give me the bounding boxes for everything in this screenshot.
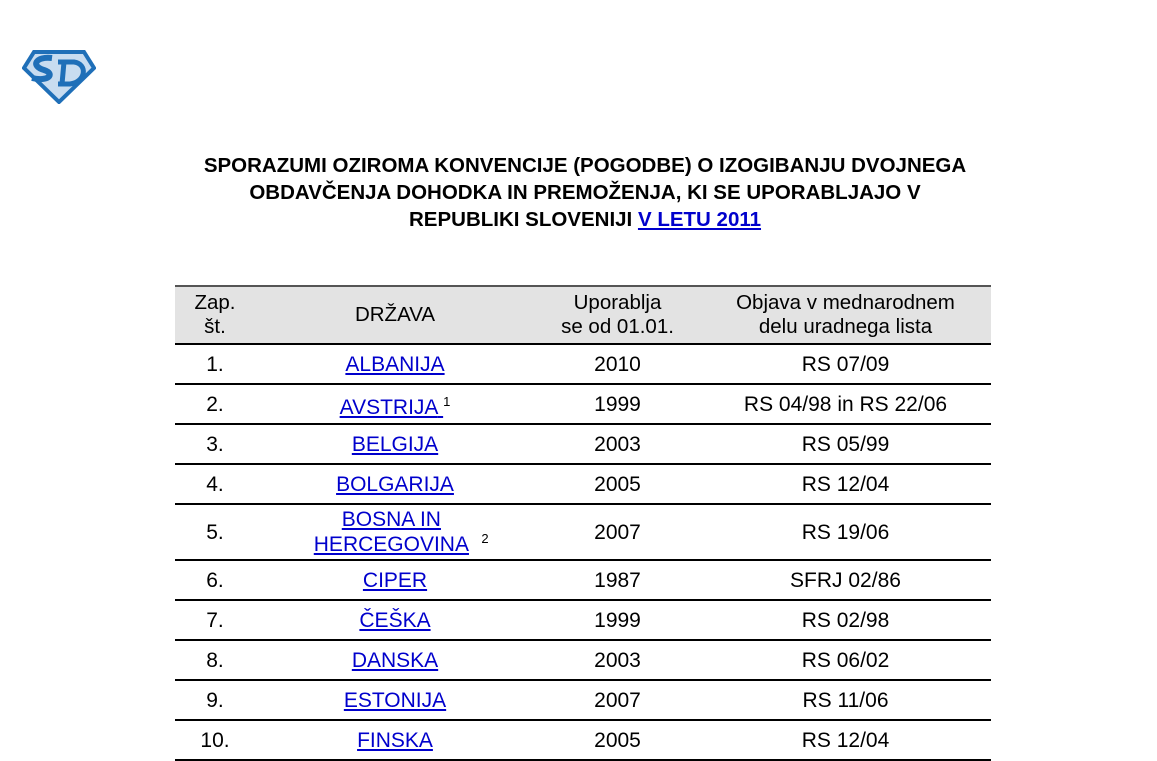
row-country: BOLGARIJA bbox=[255, 464, 535, 505]
header-publication: Objava v mednarodnem delu uradnega lista bbox=[700, 285, 991, 345]
row-num: 3. bbox=[175, 424, 255, 465]
table-row: 2. AVSTRIJA 1 1999 RS 04/98 in RS 22/06 bbox=[175, 384, 991, 425]
row-num: 2. bbox=[175, 384, 255, 425]
country-link[interactable]: ESTONIJA bbox=[343, 688, 447, 712]
title-line-1: SPORAZUMI OZIROMA KONVENCIJE (POGODBE) O… bbox=[203, 154, 967, 177]
row-year: 1999 bbox=[535, 600, 700, 641]
treaty-table: Zap. št. DRŽAVA Uporablja se od 01.01. Obj… bbox=[175, 285, 991, 761]
row-country: BOSNA IN HERCEGOVINA 2 bbox=[255, 504, 535, 561]
row-num: 4. bbox=[175, 464, 255, 505]
row-year: 2010 bbox=[535, 344, 700, 385]
row-publication: RS 11/06 bbox=[700, 680, 991, 721]
row-publication: RS 02/98 bbox=[700, 600, 991, 641]
table-row: 9. ESTONIJA 2007 RS 11/06 bbox=[175, 680, 991, 721]
country-link[interactable]: CIPER bbox=[362, 568, 428, 592]
row-publication: RS 12/04 bbox=[700, 720, 991, 761]
row-year: 2003 bbox=[535, 424, 700, 465]
row-country: FINSKA bbox=[255, 720, 535, 761]
row-num: 10. bbox=[175, 720, 255, 761]
row-year: 1999 bbox=[535, 384, 700, 425]
row-publication: RS 04/98 in RS 22/06 bbox=[700, 384, 991, 425]
table-row: 8. DANSKA 2003 RS 06/02 bbox=[175, 640, 991, 681]
country-link[interactable]: AVSTRIJA bbox=[339, 395, 438, 419]
row-country: ČEŠKA bbox=[255, 600, 535, 641]
row-publication: RS 12/04 bbox=[700, 464, 991, 505]
table-row: 10. FINSKA 2005 RS 12/04 bbox=[175, 720, 991, 761]
row-year: 2005 bbox=[535, 720, 700, 761]
header-num: Zap. št. bbox=[175, 285, 255, 345]
document-title: SPORAZUMI OZIROMA KONVENCIJE (POGODBE) O… bbox=[140, 152, 1030, 233]
row-country: ESTONIJA bbox=[255, 680, 535, 721]
table-row: 5. BOSNA IN HERCEGOVINA 2 2007 RS 19/06 bbox=[175, 504, 991, 561]
country-link[interactable]: BOSNA IN HERCEGOVINA bbox=[313, 508, 469, 556]
row-year: 2007 bbox=[535, 680, 700, 721]
row-publication: RS 05/99 bbox=[700, 424, 991, 465]
row-num: 5. bbox=[175, 504, 255, 561]
row-num: 8. bbox=[175, 640, 255, 681]
row-num: 9. bbox=[175, 680, 255, 721]
title-line-3: REPUBLIKI SLOVENIJI bbox=[408, 208, 633, 231]
table-row: 4. BOLGARIJA 2005 RS 12/04 bbox=[175, 464, 991, 505]
year-link[interactable]: V LETU 2011 bbox=[637, 208, 762, 231]
header-since: Uporablja se od 01.01. bbox=[535, 285, 700, 345]
footnote-ref: 2 bbox=[481, 531, 489, 546]
row-country: BELGIJA bbox=[255, 424, 535, 465]
country-link[interactable]: ČEŠKA bbox=[359, 608, 431, 632]
table-header: Zap. št. DRŽAVA Uporablja se od 01.01. Obj… bbox=[175, 285, 991, 345]
country-link[interactable]: ALBANIJA bbox=[345, 352, 445, 376]
country-link[interactable]: DANSKA bbox=[351, 648, 439, 672]
row-publication: SFRJ 02/86 bbox=[700, 560, 991, 601]
row-publication: RS 06/02 bbox=[700, 640, 991, 681]
row-country: ALBANIJA bbox=[255, 344, 535, 385]
table-row: 1. ALBANIJA 2010 RS 07/09 bbox=[175, 344, 991, 385]
table-row: 7. ČEŠKA 1999 RS 02/98 bbox=[175, 600, 991, 641]
row-country: DANSKA bbox=[255, 640, 535, 681]
footnote-ref: 1 bbox=[443, 393, 451, 409]
country-link[interactable]: FINSKA bbox=[357, 728, 433, 752]
logo-icon bbox=[22, 50, 96, 104]
row-publication: RS 19/06 bbox=[700, 504, 991, 561]
country-link[interactable]: BOLGARIJA bbox=[336, 472, 454, 496]
country-link[interactable]: BELGIJA bbox=[351, 432, 439, 456]
table-row: 3. BELGIJA 2003 RS 05/99 bbox=[175, 424, 991, 465]
row-country: CIPER bbox=[255, 560, 535, 601]
row-num: 7. bbox=[175, 600, 255, 641]
table-row: 6. CIPER 1987 SFRJ 02/86 bbox=[175, 560, 991, 601]
row-publication: RS 07/09 bbox=[700, 344, 991, 385]
row-num: 1. bbox=[175, 344, 255, 385]
header-country: DRŽAVA bbox=[255, 285, 535, 345]
title-line-2: OBDAVČENJA DOHODKA IN PREMOŽENJA, KI SE … bbox=[249, 181, 921, 204]
row-year: 2007 bbox=[535, 504, 700, 561]
row-year: 1987 bbox=[535, 560, 700, 601]
row-year: 2005 bbox=[535, 464, 700, 505]
row-num: 6. bbox=[175, 560, 255, 601]
row-country: AVSTRIJA 1 bbox=[255, 384, 535, 425]
row-year: 2003 bbox=[535, 640, 700, 681]
